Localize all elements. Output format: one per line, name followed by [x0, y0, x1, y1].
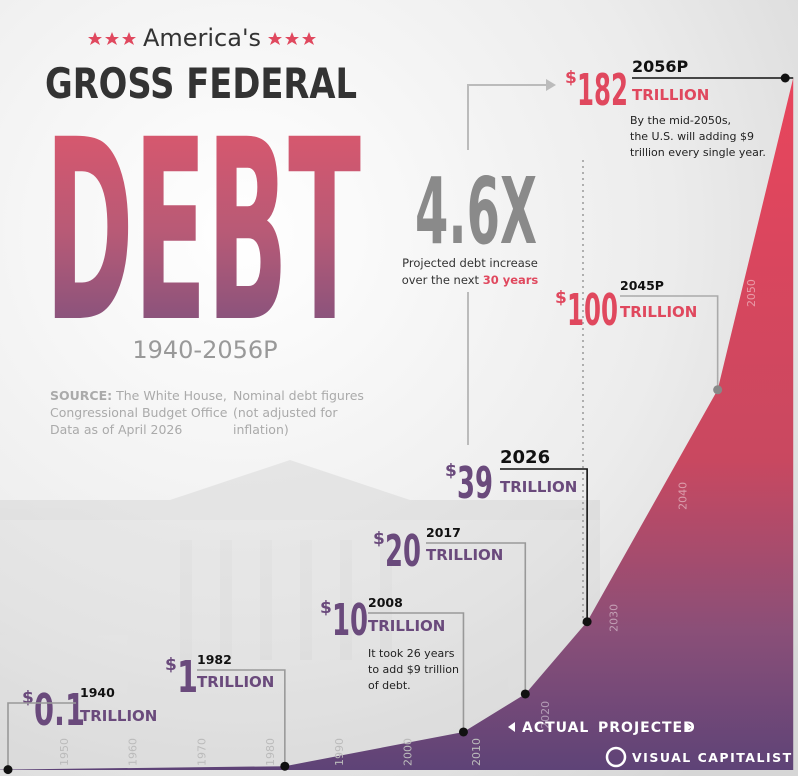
unit-label: TRILLION [197, 673, 274, 691]
x-tick-label: 2030 [608, 604, 621, 632]
value-label: 39 [457, 458, 493, 509]
value-label: 1 [177, 652, 198, 703]
x-tick-label: 1980 [264, 738, 277, 766]
subtitle: 1940-2056P [132, 336, 277, 364]
value-label: 20 [385, 526, 421, 577]
data-point [3, 765, 13, 775]
data-point [280, 761, 290, 771]
x-tick-label: 1970 [195, 738, 208, 766]
x-tick-label: 1990 [333, 738, 346, 766]
white-house [0, 460, 600, 770]
unit-label: TRILLION [80, 707, 157, 725]
source-line: The White House, [115, 388, 227, 403]
year-label: 2026 [500, 447, 550, 468]
note-line: Nominal debt figures [233, 388, 364, 403]
source-line: Congressional Budget Office [50, 405, 228, 420]
year-label: 2017 [426, 525, 461, 540]
data-point [582, 617, 592, 627]
leader-line [7, 702, 76, 770]
data-point [520, 689, 530, 699]
annotation: to add $9 trillion [368, 663, 459, 676]
leader-line [368, 612, 465, 732]
plot: 1950 1960 1970 1980 1990 2000 2010202020302040… [0, 57, 794, 775]
unit-label: TRILLION [500, 478, 577, 496]
annotation: By the mid-2050s, [630, 114, 731, 127]
title-kicker: America's [143, 24, 261, 52]
highlight-value: 4.6X [415, 158, 537, 265]
note-line: (not adjusted for [233, 405, 338, 420]
highlight-text: Projected debt increase [402, 256, 538, 270]
value-label: 0.1 [34, 685, 85, 736]
unit-label: TRILLION [632, 86, 709, 104]
currency-symbol: $ [320, 598, 332, 618]
highlight-text: over the next [402, 273, 480, 287]
unit-label: TRILLION [426, 546, 503, 564]
data-point [780, 73, 790, 83]
unit-label: TRILLION [368, 617, 445, 635]
value-label: 10 [332, 595, 368, 646]
x-tick-label: 2040 [676, 482, 689, 510]
debt-area [0, 78, 794, 770]
title: GROSS FEDERAL [45, 59, 357, 108]
x-tick-label: 2010 [470, 738, 483, 766]
phase-label: PROJECTED [598, 720, 696, 736]
year-label: 2008 [368, 595, 403, 610]
leader-line [426, 542, 527, 694]
data-point [713, 385, 723, 395]
year-label: 1940 [80, 685, 115, 700]
source: SOURCE: The White House, [50, 388, 227, 403]
annotation: of debt. [368, 679, 411, 692]
x-tick-label: 1950 [58, 738, 71, 766]
currency-symbol: $ [22, 688, 34, 708]
leader-line [500, 468, 588, 622]
highlight-emphasis: 30 years [483, 273, 539, 287]
note-line: inflation) [233, 422, 289, 437]
connector [467, 84, 548, 150]
x-tick-label: 1960 [127, 738, 140, 766]
phase-label: ACTUAL [522, 720, 589, 736]
source-line: Data as of April 2026 [50, 422, 182, 437]
annotation: trillion every single year. [630, 146, 766, 159]
leader-line [620, 295, 719, 390]
currency-symbol: $ [565, 68, 577, 88]
title-emphasis: DEBT [45, 86, 361, 377]
highlight-text: over the next 30 years [402, 273, 539, 287]
year-label: 1982 [197, 652, 232, 667]
leader-line [197, 669, 286, 767]
source-label: SOURCE: [50, 388, 112, 403]
currency-symbol: $ [445, 461, 457, 481]
phase-arrow [685, 722, 692, 732]
value-label: 100 [567, 285, 618, 336]
x-tick-label: 2000 [402, 738, 415, 766]
brand-logo [605, 746, 627, 768]
annotation: the U.S. will adding $9 [630, 130, 754, 143]
brand: VISUAL CAPITALIST [632, 750, 793, 765]
currency-symbol: $ [373, 529, 385, 549]
phase-arrow [508, 722, 515, 732]
year-label: 2045P [620, 278, 664, 293]
x-tick-label: 2020 [539, 701, 552, 729]
x-tick-label: 2050 [745, 279, 758, 307]
currency-symbol: $ [165, 655, 177, 675]
value-label: 182 [577, 65, 628, 116]
year-label: 2056P [632, 57, 689, 76]
unit-label: TRILLION [620, 303, 697, 321]
data-point [458, 727, 468, 737]
currency-symbol: $ [555, 288, 567, 308]
arrow-head [546, 79, 556, 91]
annotation: It took 26 years [368, 647, 455, 660]
stars [88, 32, 316, 45]
